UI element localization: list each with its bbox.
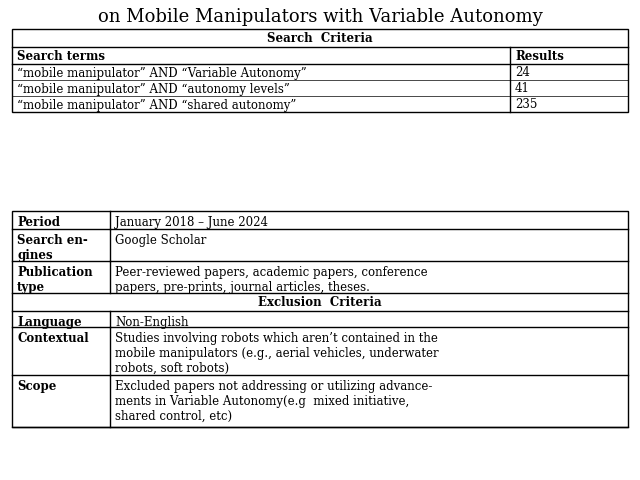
Text: Scope: Scope	[17, 379, 56, 392]
Text: January 2018 – June 2024: January 2018 – June 2024	[115, 216, 268, 228]
Text: Search en-
gines: Search en- gines	[17, 233, 88, 262]
Text: Contextual: Contextual	[17, 331, 88, 344]
Text: “mobile manipulator” AND “autonomy levels”: “mobile manipulator” AND “autonomy level…	[17, 83, 290, 96]
Text: Studies involving robots which aren’t contained in the
mobile manipulators (e.g.: Studies involving robots which aren’t co…	[115, 331, 438, 374]
Text: on Mobile Manipulators with Variable Autonomy: on Mobile Manipulators with Variable Aut…	[98, 8, 542, 26]
Text: Excluded papers not addressing or utilizing advance-
ments in Variable Autonomy(: Excluded papers not addressing or utiliz…	[115, 379, 433, 422]
Text: Language: Language	[17, 315, 82, 328]
Text: Search  Criteria: Search Criteria	[267, 33, 373, 46]
Text: 41: 41	[515, 83, 530, 96]
Text: Search terms: Search terms	[17, 50, 105, 63]
Bar	[12, 212, 628, 427]
Text: Period: Period	[17, 216, 60, 228]
Text: Peer-reviewed papers, academic papers, conference
papers, pre-prints, journal ar: Peer-reviewed papers, academic papers, c…	[115, 265, 428, 293]
Text: Exclusion  Criteria: Exclusion Criteria	[258, 296, 382, 309]
Text: “mobile manipulator” AND “Variable Autonomy”: “mobile manipulator” AND “Variable Auton…	[17, 66, 307, 79]
Text: Google Scholar: Google Scholar	[115, 233, 206, 247]
Text: Publication
type: Publication type	[17, 265, 93, 293]
Text: 235: 235	[515, 98, 538, 111]
Text: 24: 24	[515, 66, 530, 79]
Bar	[12, 30, 628, 113]
Text: Results: Results	[515, 50, 564, 63]
Text: Non-English: Non-English	[115, 315, 189, 328]
Text: “mobile manipulator” AND “shared autonomy”: “mobile manipulator” AND “shared autonom…	[17, 98, 296, 111]
